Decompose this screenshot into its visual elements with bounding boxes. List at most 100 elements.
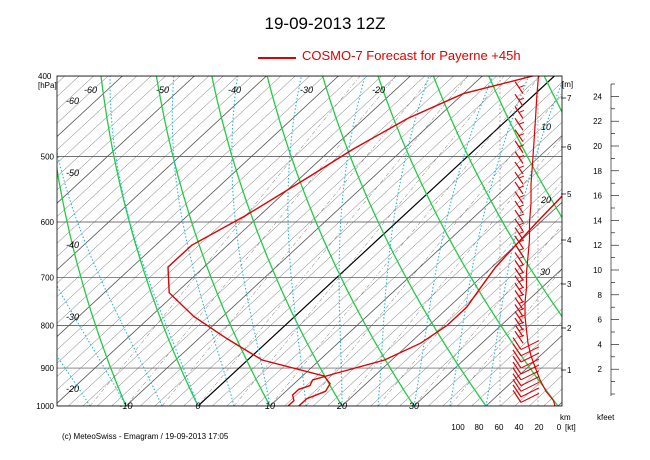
- dry-adiabat-line: [155, 76, 271, 406]
- isotherm-line: [140, 76, 497, 406]
- kfeet-tick-label: 6: [598, 316, 603, 325]
- mixing-ratio-line: [197, 76, 469, 406]
- height-m-tick-label: 1: [567, 366, 572, 375]
- isotherm-line: [485, 335, 562, 406]
- isotherm-line: [57, 76, 181, 191]
- isotherm-line: [57, 76, 310, 311]
- isotherm-line: [197, 76, 555, 406]
- mixing-ratio-lines: [89, 76, 562, 406]
- isotherm-line: [68, 76, 425, 406]
- isotherm-line: [57, 76, 411, 404]
- moist-adiabats: [57, 76, 562, 406]
- wind-barb-flag: [518, 133, 525, 137]
- mixing-ratio-line: [377, 180, 562, 406]
- wind-barb-flag: [518, 175, 525, 179]
- wind-barb-flag: [518, 97, 525, 101]
- isotherm-line: [169, 76, 526, 406]
- isotherm-line: [57, 76, 152, 164]
- isotherm-line: [57, 76, 325, 324]
- wind-barb-flag: [518, 279, 525, 283]
- wind-barb-flag: [518, 334, 525, 338]
- isotherm-line: [457, 308, 562, 406]
- moist-adiabat-line: [171, 76, 235, 406]
- isotherm-line: [255, 121, 562, 406]
- kfeet-tick-label: 24: [593, 92, 602, 101]
- wind-barb: [512, 355, 522, 369]
- pressure-unit-label: [hPa]: [38, 81, 57, 90]
- pressure-tick-label: 600: [41, 218, 55, 227]
- isotherm-line: [557, 401, 562, 406]
- isotherm-line: [57, 76, 109, 124]
- dry-adiabat-line: [266, 76, 415, 406]
- wind-barb-flag: [518, 222, 525, 226]
- moist-adiabat-line: [231, 76, 271, 406]
- pressure-tick-label: 1000: [36, 402, 54, 411]
- kfeet-tick-label: 2: [598, 365, 603, 374]
- temperature-tick-label: 0: [195, 401, 200, 411]
- isotherm-line: [57, 76, 137, 151]
- wind-barb-flag: [518, 271, 525, 275]
- wind-speed-profile: [524, 75, 556, 407]
- page-title: 19-09-2013 12Z: [264, 14, 386, 33]
- pressure-tick-label: 800: [41, 322, 55, 331]
- pressure-tick-label: 900: [41, 364, 55, 373]
- kfeet-tick-label: 16: [593, 192, 602, 201]
- wind-barb: [512, 384, 522, 398]
- legend-line: [258, 57, 296, 59]
- wind-barb: [512, 343, 522, 357]
- height-m-tick-label: 3: [567, 280, 572, 289]
- wind-tick-label: 80: [475, 423, 484, 432]
- height-m-tick-label: 2: [567, 324, 572, 333]
- wind-barb-flag: [518, 121, 525, 125]
- isotherm-label: -40: [228, 85, 241, 95]
- wind-barb: [512, 390, 522, 403]
- isotherm-line: [269, 135, 562, 406]
- wind-barbs: [512, 75, 556, 407]
- mixing-ratio-line: [89, 76, 361, 406]
- temperature-tick-label: -10: [119, 401, 132, 411]
- isotherm-label: -50: [156, 85, 169, 95]
- kfeet-tick-label: 12: [593, 241, 602, 250]
- height-m-tick-label: 6: [567, 143, 572, 152]
- dry-adiabat-line: [0, 76, 54, 406]
- wind-barb: [512, 367, 522, 381]
- wind-barb-flag: [518, 204, 525, 208]
- kfeet-tick-label: 4: [598, 340, 603, 349]
- wind-barb-flag: [520, 352, 540, 363]
- isotherm-line: [0, 76, 7, 406]
- height-m-tick-label: 5: [567, 190, 572, 199]
- wind-barb-flag: [520, 376, 540, 387]
- wind-barb: [512, 361, 522, 375]
- wind-barb-flag: [518, 263, 525, 267]
- isotherm-line: [57, 76, 267, 271]
- wind-tick-label: 0: [557, 423, 562, 432]
- wind-barb-flag: [520, 392, 540, 403]
- mixing-ratio-line: [269, 76, 541, 406]
- wind-barb-flag: [518, 155, 525, 158]
- wind-barb-flag: [518, 213, 525, 217]
- moist-adiabat-line: [485, 81, 562, 406]
- wind-barb-flag: [518, 239, 525, 243]
- wind-barb: [512, 373, 522, 386]
- wind-profile-label: 30: [540, 267, 550, 277]
- height-km-unit-label: km: [560, 413, 571, 422]
- mixing-ratio-line: [161, 76, 433, 406]
- dry-adiabat-line: [100, 76, 199, 406]
- kfeet-tick-label: 22: [593, 117, 602, 126]
- footer: (c) MeteoSwiss - Emagram / 19-09-2013 17…: [62, 432, 229, 441]
- wind-barb-flag: [520, 381, 540, 392]
- isotherm-line: [125, 76, 483, 406]
- pressure-tick-label: 700: [41, 274, 55, 283]
- isotherm-line: [442, 295, 562, 406]
- isotherm-label: -20: [372, 85, 385, 95]
- wind-tick-label: 40: [515, 423, 524, 432]
- mixing-ratio-line: [341, 136, 562, 406]
- isotherm-line: [313, 175, 562, 406]
- isotherm-line: [385, 241, 562, 406]
- dry-adiabat-line: [57, 165, 127, 406]
- isotherm-line: [57, 76, 94, 111]
- isotherm-label: -30: [66, 312, 79, 322]
- isotherm-line: [500, 348, 562, 406]
- wind-barb-flag: [520, 346, 540, 357]
